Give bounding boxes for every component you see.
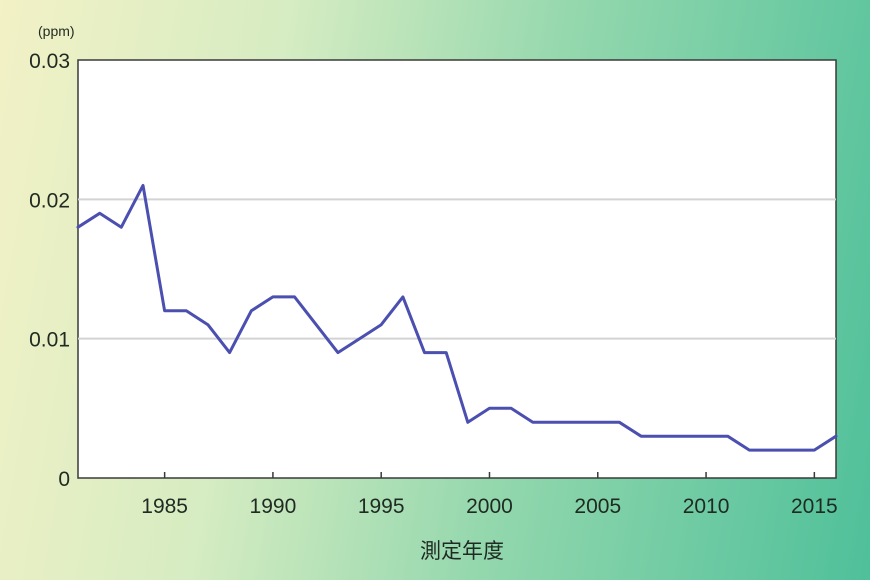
plot-area — [77, 59, 837, 479]
x-tick-label: 2000 — [466, 495, 513, 518]
y-unit-label: (ppm) — [38, 23, 75, 39]
y-tick-label: 0.02 — [29, 189, 70, 212]
x-tick-label: 2010 — [683, 495, 730, 518]
x-tick-label: 2015 — [791, 495, 838, 518]
x-tick-label: 1990 — [250, 495, 297, 518]
y-tick-label: 0.01 — [29, 329, 70, 352]
y-tick-label: 0.03 — [29, 50, 70, 73]
x-tick-label: 2005 — [574, 495, 621, 518]
x-axis-title: 測定年度 — [420, 539, 504, 563]
series-line — [76, 183, 838, 452]
x-tick-label: 1995 — [358, 495, 405, 518]
y-tick-label: 0 — [58, 468, 70, 491]
x-tick-label: 1985 — [141, 495, 188, 518]
